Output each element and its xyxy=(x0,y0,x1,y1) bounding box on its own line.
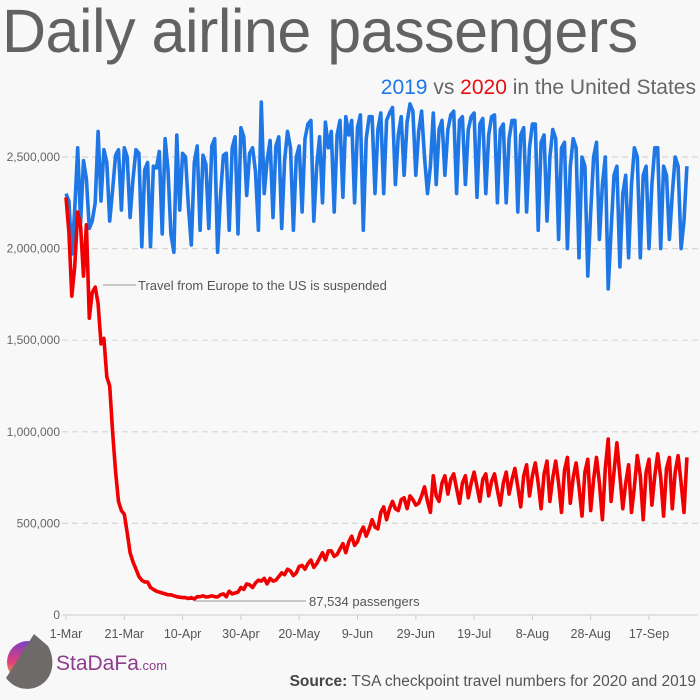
annotation-europe-travel: Travel from Europe to the US is suspende… xyxy=(138,278,387,293)
x-tick-label: 8-Aug xyxy=(516,627,549,641)
x-tick-label: 30-Apr xyxy=(222,627,260,641)
x-tick-label: 29-Jun xyxy=(397,627,435,641)
annotation-min-passengers: 87,534 passengers xyxy=(309,594,420,609)
x-tick-label: 10-Apr xyxy=(164,627,202,641)
x-tick-label: 1-Mar xyxy=(50,627,83,641)
subtitle-2019: 2019 xyxy=(380,76,428,99)
brand-text: StaDaFa xyxy=(56,652,139,675)
y-tick-label: 2,000,000 xyxy=(7,242,61,256)
x-tick-label: 17-Sep xyxy=(629,627,669,641)
stadafa-logo-icon xyxy=(6,634,53,689)
subtitle-2020: 2020 xyxy=(460,76,507,99)
y-tick-label: 0 xyxy=(53,608,60,622)
y-tick-label: 2,500,000 xyxy=(7,150,61,164)
y-tick-label: 1,500,000 xyxy=(7,333,61,347)
chart-title: Daily airline passengers xyxy=(2,0,638,65)
chart-subtitle: 2019 vs 2020 in the United States xyxy=(381,76,696,100)
source-note: Source: TSA checkpoint travel numbers fo… xyxy=(290,673,696,691)
series-line-2019 xyxy=(64,100,689,291)
x-tick-label: 28-Aug xyxy=(571,627,611,641)
series-line-2020 xyxy=(64,197,689,601)
y-tick-label: 500,000 xyxy=(17,516,61,530)
x-tick-label: 9-Jun xyxy=(342,627,373,641)
x-tick-label: 21-Mar xyxy=(105,627,145,641)
brand-suffix: .com xyxy=(138,658,168,673)
x-tick-label: 19-Jul xyxy=(457,627,491,641)
brand-name: StaDaFa.com xyxy=(56,652,167,676)
x-tick-label: 20-May xyxy=(278,627,320,641)
subtitle-region: in the United States xyxy=(506,76,696,99)
subtitle-vs: vs xyxy=(427,76,461,99)
y-tick-label: 1,000,000 xyxy=(7,425,61,439)
source-text: TSA checkpoint travel numbers for 2020 a… xyxy=(347,673,696,690)
source-label: Source: xyxy=(289,673,348,690)
